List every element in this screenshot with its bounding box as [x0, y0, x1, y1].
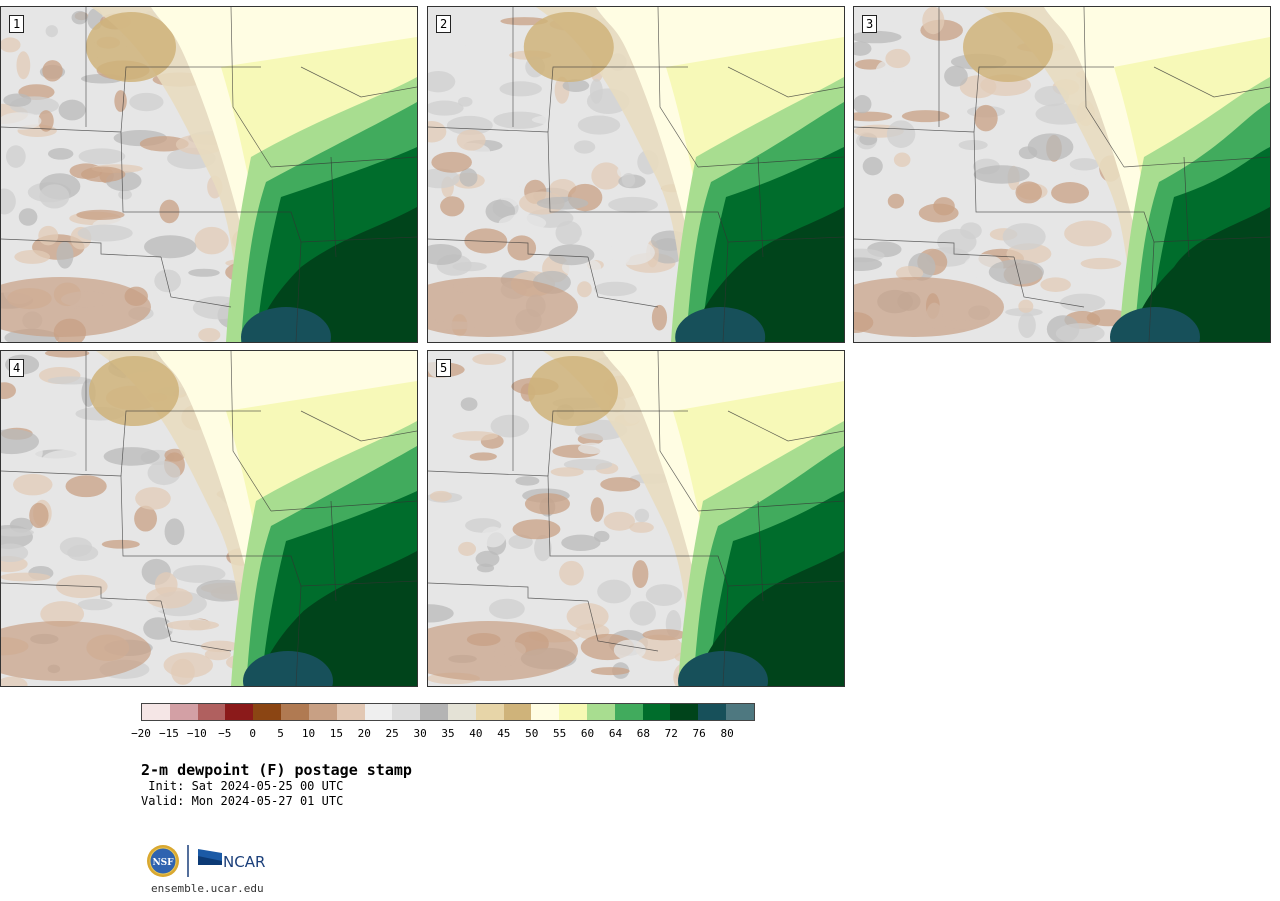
colorbar-swatch	[503, 704, 532, 720]
colorbar-tick: 20	[357, 727, 371, 740]
member-panel-2: 2	[427, 6, 845, 343]
colorbar-swatch	[308, 704, 337, 720]
panel-label: 2	[436, 15, 452, 33]
valid-time: Valid: Mon 2024-05-27 01 UTC	[141, 794, 344, 808]
panel-label: 1	[9, 15, 25, 33]
colorbar-swatch	[475, 704, 504, 720]
colorbar-tick: 50	[525, 727, 539, 740]
colorbar-tick: 40	[469, 727, 483, 740]
colorbar-tick: 76	[692, 727, 706, 740]
dewpoint-map-5	[428, 351, 844, 686]
colorbar-swatch	[281, 704, 309, 720]
nsf-logo-text: NSF	[152, 858, 174, 868]
colorbar-tick: 68	[636, 727, 650, 740]
member-panel-1: 1	[0, 6, 418, 343]
ncar-logo-text: NCAR	[223, 853, 265, 871]
member-panel-5: 5	[427, 350, 845, 687]
colorbar-swatch	[253, 704, 282, 720]
dewpoint-map-1	[1, 7, 417, 342]
dewpoint-colorbar	[141, 703, 755, 721]
colorbar-tick: −10	[186, 727, 207, 740]
colorbar-swatch	[364, 704, 393, 720]
panel-label: 5	[436, 359, 452, 377]
colorbar-swatch	[142, 704, 170, 720]
colorbar-tick: 5	[277, 727, 284, 740]
site-url: ensemble.ucar.edu	[151, 882, 264, 895]
dewpoint-map-3	[854, 7, 1270, 342]
member-panel-4: 4	[0, 350, 418, 687]
colorbar-swatch	[225, 704, 254, 720]
init-time: Init: Sat 2024-05-25 00 UTC	[141, 779, 344, 793]
colorbar-swatch	[169, 704, 198, 720]
colorbar-swatch	[614, 704, 643, 720]
colorbar-swatch	[559, 704, 587, 720]
sponsor-logos: NSF NCAR	[145, 843, 275, 879]
colorbar-tick: 55	[553, 727, 567, 740]
colorbar-tick: −15	[158, 727, 179, 740]
colorbar-tick: 0	[249, 727, 256, 740]
colorbar-tick: −5	[218, 727, 232, 740]
colorbar-tick: 15	[329, 727, 343, 740]
colorbar-swatch	[420, 704, 448, 720]
nsf-logo-icon: NSF NCAR	[147, 845, 265, 877]
dewpoint-map-4	[1, 351, 417, 686]
colorbar-swatch	[698, 704, 727, 720]
colorbar-tick: 10	[301, 727, 316, 740]
colorbar-tick: −20	[131, 727, 151, 740]
colorbar-tick: 45	[497, 727, 511, 740]
colorbar-swatch	[531, 704, 560, 720]
panel-label: 3	[862, 15, 878, 33]
colorbar-swatch	[447, 704, 476, 720]
colorbar-swatch	[587, 704, 615, 720]
product-title: 2-m dewpoint (F) postage stamp	[141, 761, 412, 779]
colorbar-swatch	[392, 704, 421, 720]
colorbar-swatch	[642, 704, 671, 720]
colorbar-swatch	[670, 704, 699, 720]
panel-label: 4	[9, 359, 25, 377]
colorbar-tick: 72	[664, 727, 678, 740]
colorbar-tick: 64	[608, 727, 623, 740]
colorbar-tick: 80	[720, 727, 734, 740]
colorbar-tick: 25	[385, 727, 399, 740]
colorbar-tick-labels: −20 −15 −10 −5 0 5 10 15 20 25 30 35 40 45 50 55 60 64 68 7…	[131, 727, 755, 741]
colorbar-swatch	[726, 704, 754, 720]
colorbar-tick: 30	[413, 727, 427, 740]
colorbar-tick: 35	[441, 727, 455, 740]
member-panel-3: 3	[853, 6, 1271, 343]
colorbar-swatch	[197, 704, 226, 720]
colorbar-tick: 60	[580, 727, 595, 740]
colorbar-swatch	[336, 704, 365, 720]
dewpoint-map-2	[428, 7, 844, 342]
